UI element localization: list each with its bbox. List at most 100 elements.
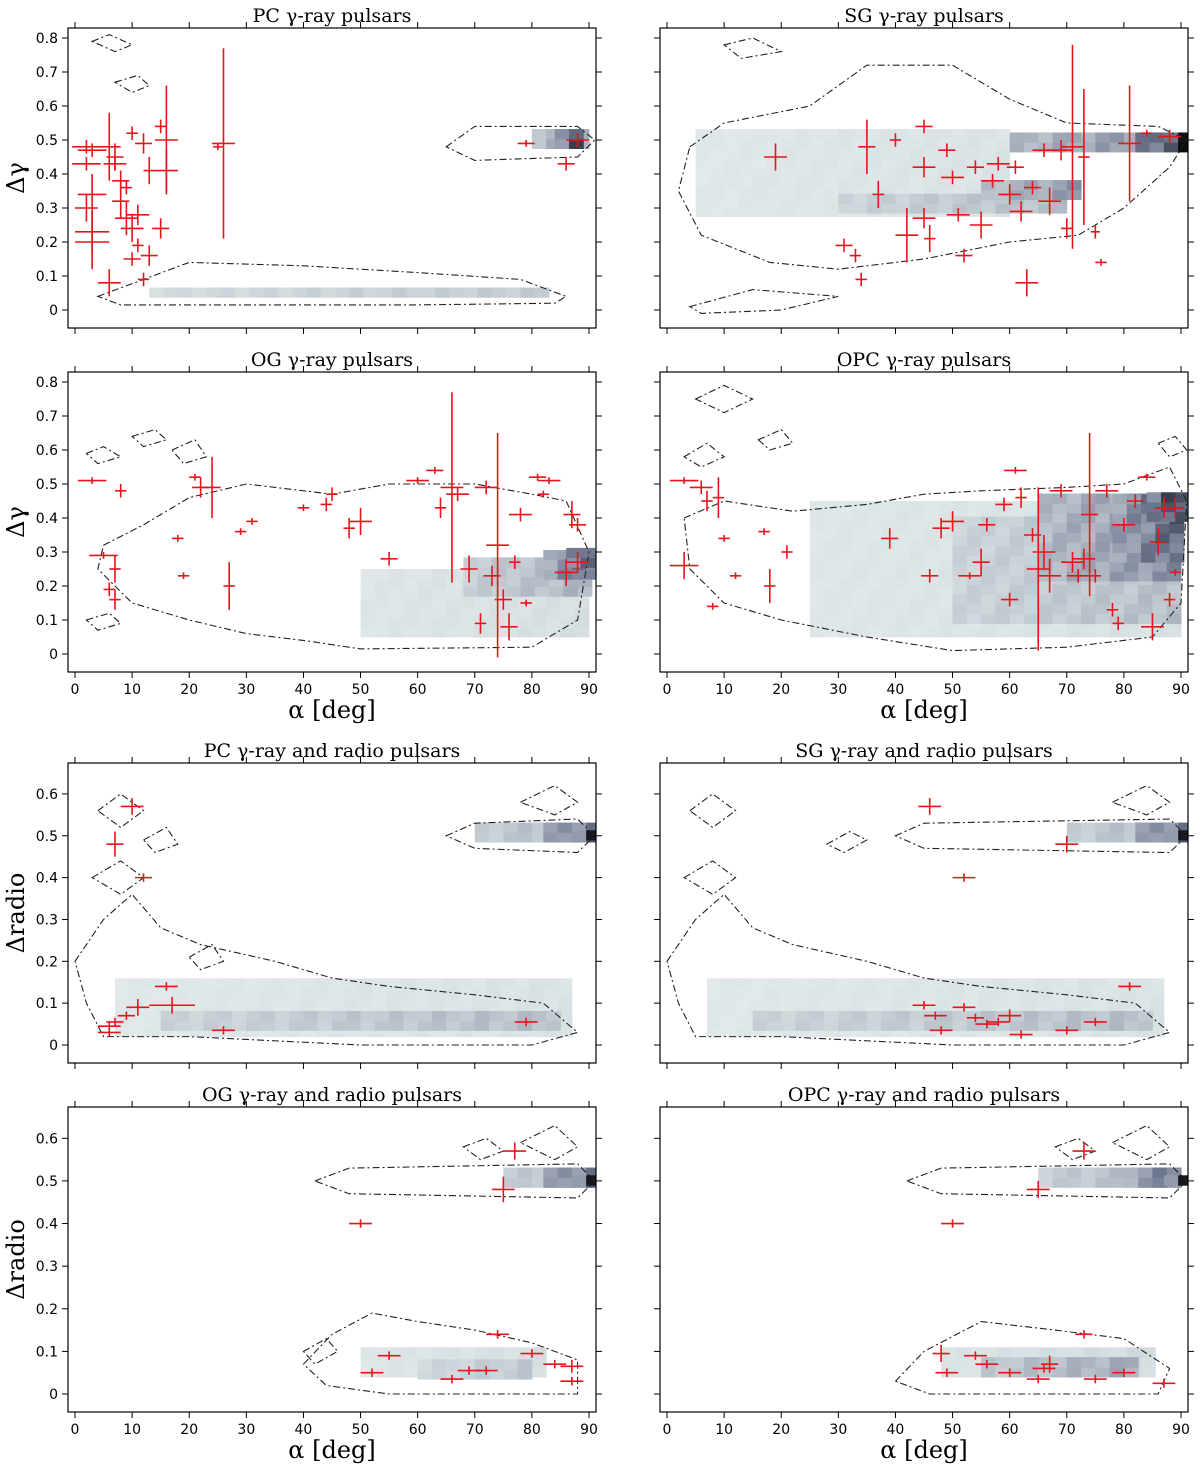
density-cell bbox=[735, 978, 751, 989]
y-tick-label: 0.8 bbox=[36, 31, 58, 47]
contour-line-6 bbox=[1111, 784, 1171, 816]
density-cell bbox=[878, 1026, 894, 1038]
density-cell bbox=[1052, 532, 1068, 543]
density-cell bbox=[1081, 1020, 1096, 1031]
density-cell bbox=[952, 545, 968, 556]
data-point-32 bbox=[1089, 569, 1102, 583]
data-point-24 bbox=[1026, 487, 1050, 651]
density-cell bbox=[752, 1020, 768, 1031]
contour-line-4 bbox=[757, 428, 794, 451]
data-point-5 bbox=[706, 603, 719, 610]
y-tick-label: 0.5 bbox=[36, 477, 58, 493]
density-cell bbox=[520, 557, 536, 568]
density-cell bbox=[795, 148, 811, 159]
density-cell bbox=[449, 287, 464, 298]
density-cell bbox=[400, 978, 416, 989]
plot-frame bbox=[67, 1106, 597, 1413]
density-cell bbox=[1023, 555, 1039, 566]
density-cell bbox=[721, 978, 737, 989]
data-point-5 bbox=[117, 1011, 135, 1020]
density-cell bbox=[486, 997, 501, 1008]
density-cell bbox=[389, 578, 404, 589]
density-cell bbox=[906, 988, 922, 999]
density-cell bbox=[969, 1347, 985, 1358]
density-cell bbox=[981, 129, 996, 140]
density-cell bbox=[486, 988, 501, 999]
data-point-33 bbox=[835, 238, 853, 253]
density-cell bbox=[838, 510, 854, 521]
density-cell bbox=[1138, 1177, 1153, 1188]
density-cell bbox=[795, 177, 811, 188]
contour-line-2 bbox=[85, 445, 123, 465]
density-cell bbox=[1009, 132, 1025, 143]
density-cell bbox=[795, 187, 811, 198]
density-cell bbox=[389, 569, 404, 580]
density-cell bbox=[574, 627, 590, 638]
density-cell bbox=[531, 1010, 547, 1022]
density-cell bbox=[1078, 997, 1093, 1008]
density-cell bbox=[895, 193, 911, 204]
density-cell bbox=[809, 578, 825, 589]
density-cell bbox=[735, 1026, 751, 1038]
density-cell bbox=[955, 1347, 971, 1358]
density-cell bbox=[1038, 512, 1053, 524]
panel-2: SG γ-ray pulsars bbox=[654, 5, 1194, 334]
data-point-2 bbox=[97, 1021, 121, 1031]
density-cell bbox=[1052, 180, 1068, 191]
density-cell bbox=[924, 510, 939, 521]
data-point-33 bbox=[509, 555, 521, 569]
density-cell bbox=[214, 988, 230, 999]
density-cell bbox=[924, 187, 939, 198]
density-cell bbox=[343, 997, 359, 1008]
density-cell bbox=[809, 197, 825, 208]
density-cell bbox=[866, 520, 882, 531]
density-cell bbox=[981, 501, 996, 512]
density-cell bbox=[924, 607, 939, 619]
density-cell bbox=[1135, 832, 1151, 843]
density-cell bbox=[1083, 1347, 1099, 1358]
density-cell bbox=[489, 1359, 504, 1370]
density-cell bbox=[474, 607, 490, 619]
density-cell bbox=[531, 1167, 547, 1178]
density-cell bbox=[881, 607, 896, 619]
density-cell bbox=[1009, 501, 1025, 512]
density-cell bbox=[531, 138, 547, 149]
density-cell bbox=[1021, 978, 1036, 989]
density-cell bbox=[1038, 503, 1053, 514]
density-cell bbox=[969, 1357, 985, 1368]
density-cell bbox=[1141, 523, 1156, 534]
density-cell bbox=[852, 148, 868, 159]
density-cell bbox=[531, 832, 547, 843]
panel-6: SG γ-ray and radio pulsars bbox=[654, 740, 1194, 1069]
density-cell bbox=[357, 1026, 373, 1038]
density-cell bbox=[272, 1026, 287, 1038]
density-cell bbox=[334, 287, 350, 298]
density-cell bbox=[1026, 1347, 1042, 1358]
density-cell bbox=[414, 997, 430, 1008]
density-cell bbox=[749, 978, 765, 989]
density-cell bbox=[1066, 532, 1082, 543]
density-cell bbox=[503, 1010, 519, 1022]
data-point-12 bbox=[1075, 1330, 1093, 1339]
density-cell bbox=[895, 1010, 911, 1022]
density-cell bbox=[329, 988, 344, 999]
density-cell bbox=[809, 1010, 825, 1022]
density-cell bbox=[531, 607, 547, 619]
density-cell bbox=[966, 158, 982, 169]
contour-line-3 bbox=[825, 830, 869, 854]
density-cell bbox=[486, 1026, 501, 1038]
density-cell bbox=[924, 627, 939, 638]
density-cell bbox=[274, 1020, 290, 1031]
data-point-34 bbox=[1106, 603, 1119, 617]
density-cell bbox=[809, 569, 825, 580]
density-cell bbox=[403, 1357, 419, 1368]
density-cell bbox=[952, 203, 968, 214]
density-cell bbox=[463, 567, 479, 578]
density-cell bbox=[752, 177, 768, 188]
density-cell bbox=[766, 187, 782, 198]
density-cell bbox=[809, 627, 825, 638]
density-cell bbox=[503, 832, 519, 843]
density-cell bbox=[517, 607, 533, 619]
data-point-24 bbox=[154, 150, 178, 191]
density-cell bbox=[1152, 627, 1168, 638]
